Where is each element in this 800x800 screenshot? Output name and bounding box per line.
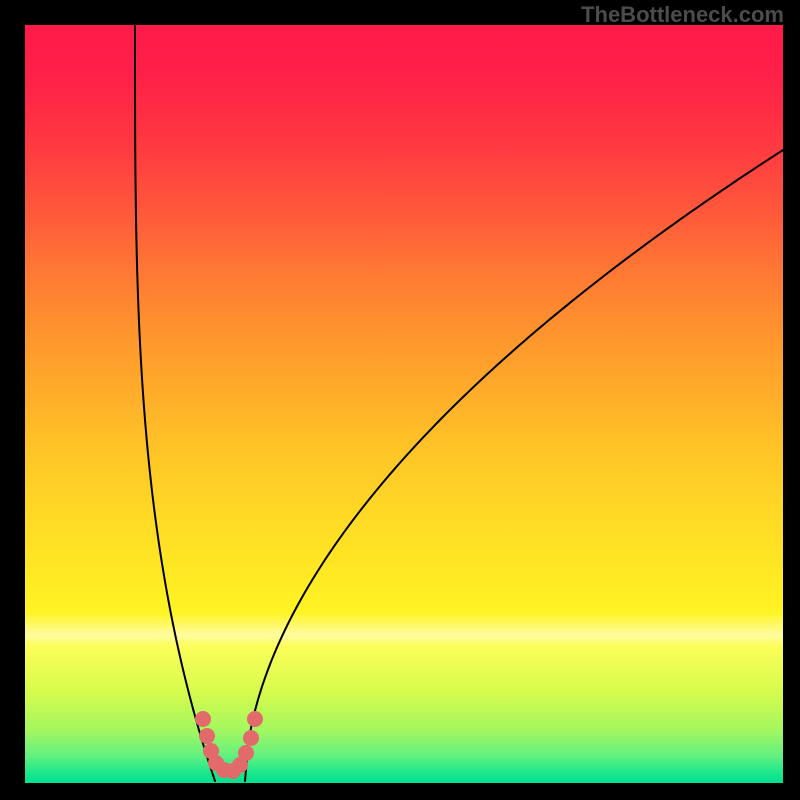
valley-markers bbox=[25, 25, 783, 783]
watermark-text: TheBottleneck.com bbox=[581, 2, 784, 28]
valley-marker bbox=[195, 711, 211, 727]
valley-marker bbox=[199, 728, 215, 744]
plot-area bbox=[25, 25, 783, 783]
valley-marker bbox=[243, 730, 259, 746]
valley-marker bbox=[247, 711, 263, 727]
valley-marker bbox=[238, 745, 254, 761]
chart-canvas: TheBottleneck.com bbox=[0, 0, 800, 800]
